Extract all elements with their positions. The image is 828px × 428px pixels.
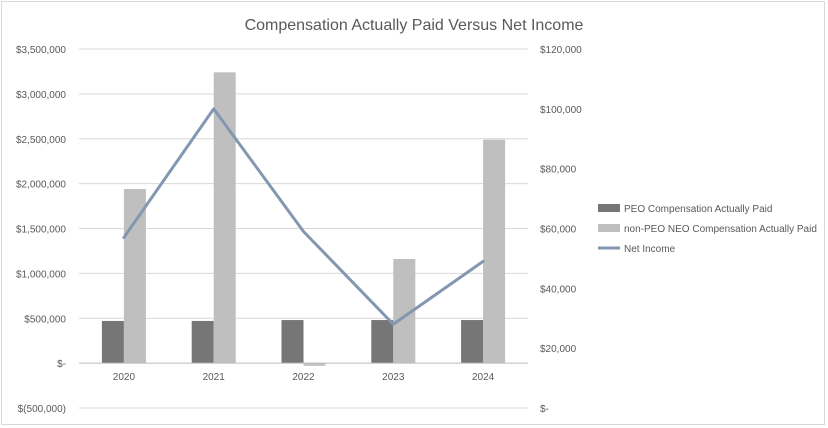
x-axis-tick-label: 2022 (292, 372, 315, 383)
bars-layer (101, 72, 506, 366)
left-axis: $(500,000) $- $500,000 $1,000,000 $1,500,000… (16, 45, 66, 415)
left-axis-tick-label: $2,000,000 (16, 180, 66, 191)
x-axis: 2020 2021 2022 2023 2024 (79, 362, 528, 383)
bar (281, 320, 304, 364)
bar (461, 320, 484, 364)
left-axis-tick-label: $3,000,000 (16, 90, 66, 101)
left-axis-tick-label: $1,000,000 (16, 269, 66, 280)
bar (191, 320, 214, 364)
chart-title: Compensation Actually Paid Versus Net In… (245, 17, 584, 34)
right-axis-tick-label: $100,000 (540, 105, 582, 116)
left-axis-tick-label: $(500,000) (18, 404, 66, 415)
legend-label: Net Income (624, 244, 676, 255)
net-income-line (122, 107, 485, 326)
right-axis-tick-label: $40,000 (540, 284, 577, 295)
bar (371, 320, 394, 364)
x-axis-tick-label: 2023 (382, 372, 405, 383)
left-axis-tick-label: $500,000 (24, 314, 66, 325)
bar (101, 320, 124, 364)
right-axis-tick-label: $120,000 (540, 45, 582, 56)
right-axis: $- $20,000 $40,000 $60,000 $80,000 $100,000 $1… (540, 45, 582, 415)
bar (393, 259, 416, 364)
right-axis-tick-label: $20,000 (540, 344, 577, 355)
legend: PEO Compensation Actually Paid non-PEO NE… (598, 204, 817, 255)
legend-swatch (598, 204, 620, 212)
x-axis-tick-label: 2020 (113, 372, 136, 383)
right-axis-tick-label: $- (540, 404, 549, 415)
left-axis-tick-label: $1,500,000 (16, 225, 66, 236)
x-axis-tick-label: 2021 (203, 372, 226, 383)
right-axis-tick-label: $80,000 (540, 165, 577, 176)
line-layer (122, 107, 485, 326)
left-axis-tick-label: $2,500,000 (16, 135, 66, 146)
left-axis-tick-label: $3,500,000 (16, 45, 66, 56)
left-axis-tick-label: $- (57, 359, 66, 370)
bar (483, 139, 506, 364)
legend-swatch (598, 224, 620, 232)
right-axis-tick-label: $60,000 (540, 225, 577, 236)
legend-label: non-PEO NEO Compensation Actually Paid (624, 224, 817, 235)
bar (213, 72, 236, 364)
bar (303, 363, 326, 366)
bar (123, 189, 146, 364)
x-axis-tick-label: 2024 (472, 372, 495, 383)
legend-label: PEO Compensation Actually Paid (624, 204, 772, 215)
